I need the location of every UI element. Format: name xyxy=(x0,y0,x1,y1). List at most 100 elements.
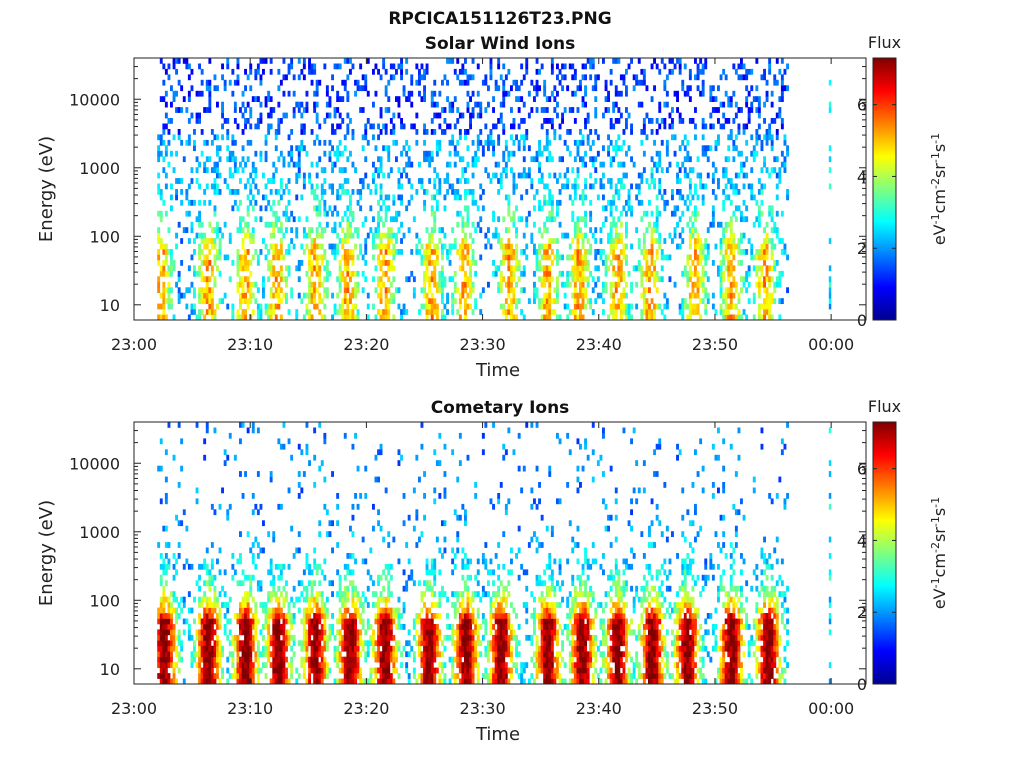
heatmap-cell xyxy=(241,651,245,658)
heatmap-cell xyxy=(361,645,365,652)
heatmap-cell xyxy=(650,309,654,315)
heatmap-cell xyxy=(660,194,664,201)
heatmap-cell xyxy=(609,156,613,163)
heatmap-cell xyxy=(292,161,296,168)
heatmap-cell xyxy=(461,243,465,250)
heatmap-cell xyxy=(507,90,511,97)
heatmap-cell xyxy=(683,134,687,141)
heatmap-cell xyxy=(336,123,340,130)
heatmap-cell xyxy=(384,287,388,294)
heatmap-cell xyxy=(515,227,518,233)
heatmap-cell xyxy=(653,276,656,283)
heatmap-cell xyxy=(272,221,276,228)
heatmap-cell xyxy=(285,276,288,283)
heatmap-cell xyxy=(591,156,595,163)
heatmap-cell xyxy=(346,265,350,272)
heatmap-cell xyxy=(320,260,324,266)
heatmap-cell xyxy=(474,260,478,266)
heatmap-cell xyxy=(351,624,355,630)
heatmap-cell xyxy=(584,101,587,108)
heatmap-cell xyxy=(750,254,754,261)
heatmap-cell xyxy=(364,596,368,603)
heatmap-cell xyxy=(640,314,644,321)
heatmap-cell xyxy=(346,156,350,163)
heatmap-cell xyxy=(443,314,447,321)
heatmap-cell xyxy=(221,101,224,108)
heatmap-cell xyxy=(630,58,633,64)
heatmap-cell xyxy=(213,607,217,614)
heatmap-cell xyxy=(305,618,309,625)
heatmap-cell xyxy=(323,673,327,679)
heatmap-cell xyxy=(389,63,393,70)
heatmap-cell xyxy=(323,227,327,233)
heatmap-cell xyxy=(308,260,311,266)
heatmap-cell xyxy=(627,309,631,315)
heatmap-cell xyxy=(236,662,240,668)
heatmap-cell xyxy=(527,167,531,173)
heatmap-cell xyxy=(285,667,288,674)
heatmap-cell xyxy=(159,150,163,157)
heatmap-cell xyxy=(584,178,587,184)
heatmap-cell xyxy=(354,651,357,658)
heatmap-cell xyxy=(175,150,178,157)
heatmap-cell xyxy=(282,678,286,685)
heatmap-cell xyxy=(162,139,166,146)
heatmap-cell xyxy=(170,303,173,310)
heatmap-cell xyxy=(530,156,534,163)
heatmap-cell xyxy=(397,178,401,184)
heatmap-cell xyxy=(512,210,516,217)
heatmap-cell xyxy=(510,85,513,92)
heatmap-cell xyxy=(282,645,286,652)
heatmap-cell xyxy=(512,123,516,130)
heatmap-cell xyxy=(722,276,726,283)
heatmap-cell xyxy=(517,139,521,146)
heatmap-cell xyxy=(561,156,564,163)
heatmap-cell xyxy=(290,454,294,461)
heatmap-cell xyxy=(763,303,766,310)
heatmap-cell xyxy=(213,74,217,81)
heatmap-cell xyxy=(359,63,363,70)
heatmap-cell xyxy=(282,563,286,570)
heatmap-cell xyxy=(430,118,434,124)
heatmap-cell xyxy=(269,678,273,685)
heatmap-cell xyxy=(198,629,201,636)
heatmap-cell xyxy=(497,281,501,288)
heatmap-cell xyxy=(259,314,263,321)
y-tick-label: 10000 xyxy=(69,90,120,109)
heatmap-cell xyxy=(428,249,432,255)
heatmap-cell xyxy=(625,243,628,250)
heatmap-cell xyxy=(246,645,250,652)
heatmap-cell xyxy=(336,651,340,658)
heatmap-cell xyxy=(696,238,700,244)
heatmap-cell xyxy=(614,205,618,212)
heatmap-cell xyxy=(205,281,209,288)
heatmap-cell xyxy=(170,205,173,212)
heatmap-cell xyxy=(343,591,347,597)
heatmap-cell xyxy=(377,68,380,75)
heatmap-cell xyxy=(420,63,424,70)
heatmap-cell xyxy=(660,265,664,272)
heatmap-cell xyxy=(425,276,429,283)
heatmap-cell xyxy=(315,569,319,576)
heatmap-cell xyxy=(612,281,616,288)
heatmap-cell xyxy=(412,287,416,294)
heatmap-cell xyxy=(395,232,398,239)
heatmap-cell xyxy=(302,585,306,592)
heatmap-cell xyxy=(630,281,633,288)
heatmap-cell xyxy=(747,112,751,119)
heatmap-cell xyxy=(274,167,278,173)
heatmap-cell xyxy=(379,309,383,315)
heatmap-cell xyxy=(464,238,467,244)
heatmap-cell xyxy=(359,493,363,499)
heatmap-cell xyxy=(279,183,283,190)
heatmap-cell xyxy=(315,640,319,647)
heatmap-cell xyxy=(336,90,340,97)
heatmap-cell xyxy=(264,243,268,250)
heatmap-cell xyxy=(622,292,626,299)
heatmap-cell xyxy=(474,199,478,206)
heatmap-cell xyxy=(420,243,424,250)
heatmap-cell xyxy=(456,249,460,255)
heatmap-cell xyxy=(581,96,585,102)
heatmap-cell xyxy=(717,107,720,113)
heatmap-cell xyxy=(607,145,610,152)
